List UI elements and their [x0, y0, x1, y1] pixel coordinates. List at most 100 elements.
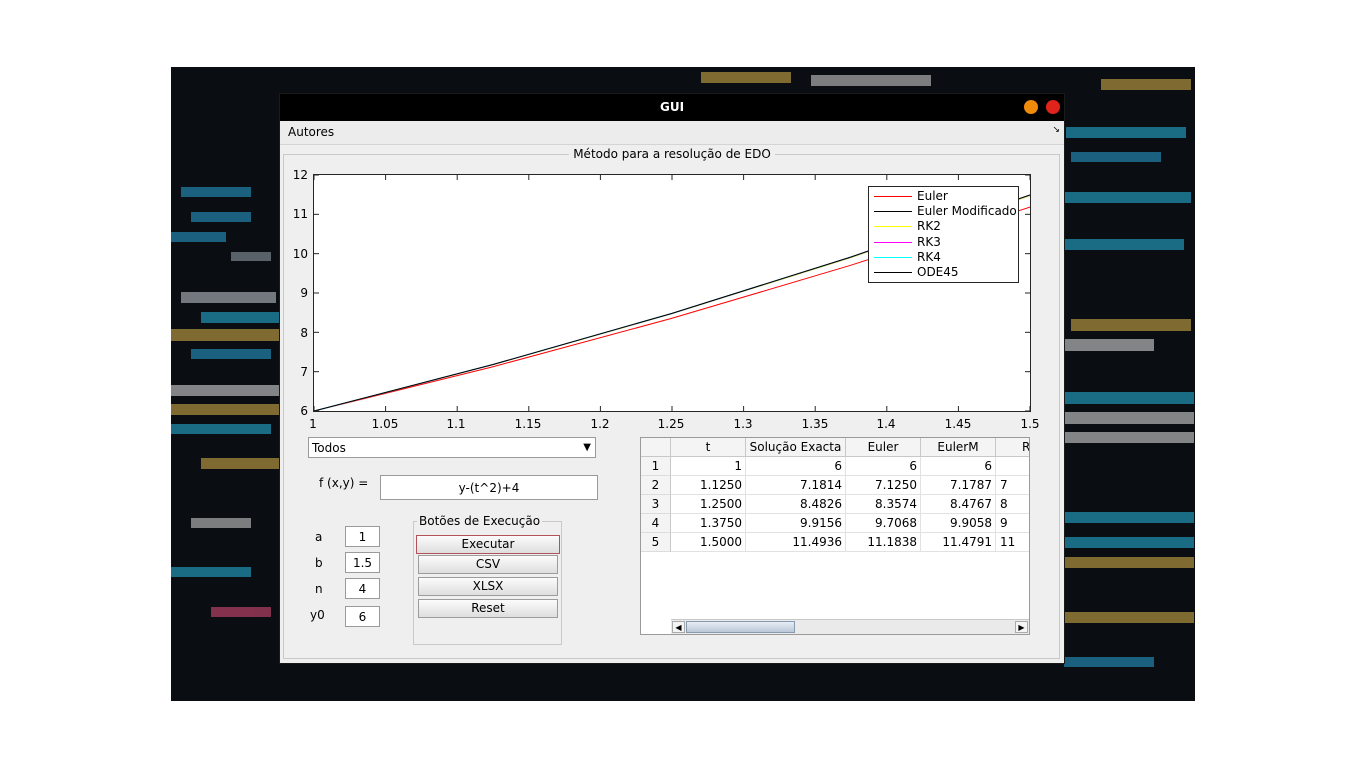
- method-select[interactable]: Todos ▼: [308, 437, 596, 458]
- legend-item-rk3: RK3: [872, 235, 1017, 250]
- param-label-y0: y0: [310, 608, 325, 622]
- table-cell[interactable]: 6: [746, 457, 846, 476]
- table-cell[interactable]: 9: [996, 514, 1029, 533]
- y-tick-label: 7: [300, 365, 308, 379]
- legend-item-ode45: ODE45: [872, 265, 1017, 280]
- x-tick-label: 1.25: [657, 417, 685, 431]
- table-cell[interactable]: 1.1250: [671, 476, 746, 495]
- x-tick-label: 1.15: [514, 417, 542, 431]
- row-header[interactable]: 4: [641, 514, 671, 533]
- table-cell[interactable]: 8: [996, 495, 1029, 514]
- function-input[interactable]: [380, 475, 598, 500]
- legend-label: RK2: [917, 219, 941, 233]
- table-cell[interactable]: 11.4791: [921, 533, 996, 552]
- xlsx-button[interactable]: XLSX: [418, 577, 558, 596]
- table-cell[interactable]: 9.9156: [746, 514, 846, 533]
- legend-swatch: [874, 196, 912, 197]
- param-label-b: b: [315, 556, 323, 570]
- x-tick-label: 1.2: [590, 417, 610, 431]
- x-tick-label: 1.4: [876, 417, 896, 431]
- app-window: GUI Autores ↘ Método para a resolução de…: [280, 94, 1064, 663]
- row-header[interactable]: 3: [641, 495, 671, 514]
- x-tick-label: 1: [309, 417, 317, 431]
- x-tick-label: 1.3: [733, 417, 753, 431]
- table-cell[interactable]: 6: [921, 457, 996, 476]
- param-label-a: a: [315, 530, 323, 544]
- y-tick-label: 9: [300, 286, 308, 300]
- table-cell[interactable]: 8.3574: [846, 495, 921, 514]
- param-label-n: n: [315, 582, 323, 596]
- table-cell[interactable]: 8.4826: [746, 495, 846, 514]
- results-table[interactable]: t Solução Exacta Euler EulerM R 1 1 6 6 …: [640, 437, 1030, 635]
- x-tick-label: 1.45: [944, 417, 972, 431]
- table-cell[interactable]: 1: [671, 457, 746, 476]
- expand-arrow-icon[interactable]: ↘: [1052, 125, 1060, 135]
- legend-swatch: [874, 211, 912, 212]
- legend-swatch: [874, 242, 912, 243]
- column-header-exact[interactable]: Solução Exacta: [746, 438, 846, 457]
- column-header-t[interactable]: t: [671, 438, 746, 457]
- legend-item-rk2: RK2: [872, 219, 1017, 234]
- title-bar[interactable]: GUI: [280, 94, 1064, 121]
- column-header-eulerm[interactable]: EulerM: [921, 438, 996, 457]
- legend-swatch: [874, 272, 912, 273]
- table-cell[interactable]: 7: [996, 476, 1029, 495]
- scroll-thumb[interactable]: [686, 621, 795, 633]
- row-header[interactable]: 1: [641, 457, 671, 476]
- table-cell[interactable]: 6: [846, 457, 921, 476]
- y-tick-label: 12: [292, 168, 308, 182]
- param-input-n[interactable]: [345, 578, 380, 599]
- table-cell[interactable]: 8.4767: [921, 495, 996, 514]
- function-label: f (x,y) =: [319, 476, 369, 490]
- table-cell[interactable]: 9.7068: [846, 514, 921, 533]
- param-input-a[interactable]: [345, 526, 380, 547]
- x-tick-label: 1.5: [1020, 417, 1040, 431]
- legend-swatch: [874, 257, 912, 258]
- close-button[interactable]: [1046, 100, 1060, 114]
- legend-item-euler-modificado: Euler Modificado: [872, 204, 1017, 219]
- column-header-euler[interactable]: Euler: [846, 438, 921, 457]
- legend-item-euler: Euler: [872, 189, 1017, 204]
- x-tick-label: 1.05: [371, 417, 399, 431]
- scroll-left-icon[interactable]: ◀: [672, 621, 685, 633]
- x-tick-label: 1.1: [446, 417, 466, 431]
- reset-button[interactable]: Reset: [418, 599, 558, 618]
- horizontal-scrollbar[interactable]: ◀ ▶: [671, 619, 1029, 634]
- y-tick-label: 8: [300, 326, 308, 340]
- table-cell[interactable]: 11.1838: [846, 533, 921, 552]
- legend-label: Euler: [917, 189, 948, 203]
- column-header-rk[interactable]: R: [996, 438, 1029, 457]
- y-tick-label: 6: [300, 404, 308, 418]
- panel-title: Método para a resolução de EDO: [280, 147, 1064, 161]
- row-header[interactable]: 2: [641, 476, 671, 495]
- table-cell[interactable]: 7.1250: [846, 476, 921, 495]
- y-tick-label: 11: [292, 207, 308, 221]
- table-cell[interactable]: 7.1787: [921, 476, 996, 495]
- table-cell[interactable]: 1.2500: [671, 495, 746, 514]
- table-cell[interactable]: 1.5000: [671, 533, 746, 552]
- y-tick-label: 10: [292, 247, 308, 261]
- legend-label: RK4: [917, 250, 941, 264]
- param-input-y0[interactable]: [345, 606, 380, 627]
- table-cell[interactable]: 11.4936: [746, 533, 846, 552]
- minimize-button[interactable]: [1024, 100, 1038, 114]
- table-cell[interactable]: 1.3750: [671, 514, 746, 533]
- csv-button[interactable]: CSV: [418, 555, 558, 574]
- legend-item-rk4: RK4: [872, 250, 1017, 265]
- execution-group-title: Botões de Execução: [417, 514, 543, 528]
- table-cell[interactable]: 11: [996, 533, 1029, 552]
- legend-swatch: [874, 226, 912, 227]
- table-cell[interactable]: 9.9058: [921, 514, 996, 533]
- legend-label: ODE45: [917, 265, 959, 279]
- table-cell[interactable]: 7.1814: [746, 476, 846, 495]
- row-header[interactable]: 5: [641, 533, 671, 552]
- legend-label: RK3: [917, 235, 941, 249]
- table-corner: [641, 438, 671, 457]
- execute-button[interactable]: Executar: [416, 535, 560, 554]
- scroll-right-icon[interactable]: ▶: [1015, 621, 1028, 633]
- table-cell[interactable]: [996, 457, 1029, 476]
- method-select-value: Todos: [312, 441, 346, 455]
- param-input-b[interactable]: [345, 552, 380, 573]
- chart-legend[interactable]: Euler Euler Modificado RK2 RK3 RK4 ODE45: [868, 186, 1019, 283]
- menu-autores[interactable]: Autores: [288, 125, 335, 139]
